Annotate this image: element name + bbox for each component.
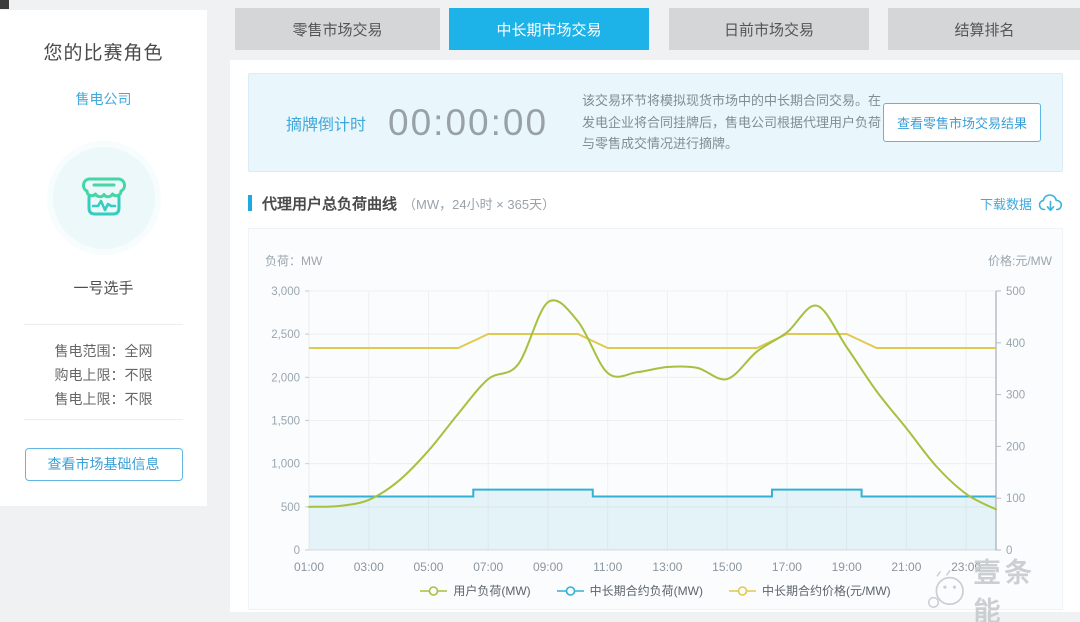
stat-sell-scope: 售电范围：全网 [54, 343, 153, 359]
svg-text:13:00: 13:00 [652, 560, 682, 574]
svg-text:300: 300 [1006, 390, 1025, 402]
countdown-label: 摘牌倒计时 [286, 116, 367, 134]
stat-buy-limit: 购电上限：不限 [54, 367, 153, 383]
section-accent-bar [248, 195, 252, 211]
svg-text:07:00: 07:00 [473, 560, 503, 574]
svg-text:2,000: 2,000 [271, 372, 300, 384]
svg-text:500: 500 [1006, 286, 1025, 298]
load-curve-chart: 0 500 1,000 1,500 2,000 2,500 3,000 0 100 200 300 4… [248, 228, 1063, 622]
stat-sell-limit: 售电上限：不限 [54, 391, 153, 407]
svg-text:03:00: 03:00 [354, 560, 384, 574]
svg-text:100: 100 [1006, 493, 1025, 505]
series-line-contract-load [309, 488, 996, 498]
tab-midlongterm-market[interactable]: 中长期市场交易 [449, 8, 649, 50]
svg-text:1,500: 1,500 [271, 416, 300, 428]
banner-description: 该交易环节将模拟现货市场中的中长期合同交易。在 发电企业将合同挂牌后，售电公司根… [582, 92, 882, 152]
chart-legend: 用户负荷(MW) 中长期合约负荷(MW) 中长期合约价格(元/MW) [249, 582, 1062, 599]
svg-text:负荷：MW: 负荷：MW [265, 254, 323, 268]
svg-text:3,000: 3,000 [271, 286, 300, 298]
chart-plot: 0 500 1,000 1,500 2,000 2,500 3,000 0 100 200 300 4… [265, 253, 1053, 574]
section-subtitle: （MW，24小时 × 365天） [403, 196, 556, 212]
storefront-icon [75, 167, 133, 230]
series-area-contract-load [309, 489, 996, 550]
svg-text:0: 0 [1006, 545, 1012, 557]
svg-text:23:00: 23:00 [951, 560, 981, 574]
divider [24, 324, 183, 325]
svg-text:200: 200 [1006, 441, 1025, 453]
role-name: 售电公司 [75, 91, 132, 107]
market-tabbar: 零售市场交易 中长期市场交易 日前市场交易 结算排名 [235, 8, 1080, 50]
player-name: 一号选手 [73, 280, 134, 297]
svg-text:2,500: 2,500 [271, 329, 300, 341]
cloud-download-icon [1038, 194, 1063, 212]
section-title: 代理用户总负荷曲线 [262, 195, 398, 213]
tab-dayahead-market[interactable]: 日前市场交易 [669, 8, 869, 50]
svg-text:价格:元/MW: 价格:元/MW [988, 253, 1053, 268]
svg-text:09:00: 09:00 [533, 560, 563, 574]
legend-item-user-load[interactable]: 用户负荷(MW) [420, 582, 531, 599]
countdown-timer: 00:00:00 [388, 101, 549, 143]
series-line-user-load [308, 299, 997, 511]
view-market-info-button[interactable]: 查看市场基础信息 [24, 448, 183, 481]
svg-text:15:00: 15:00 [712, 560, 742, 574]
avatar [52, 147, 155, 249]
svg-text:11:00: 11:00 [593, 560, 622, 574]
svg-text:01:00: 01:00 [294, 560, 324, 574]
section-header: 代理用户总负荷曲线 （MW，24小时 × 365天） 下载数据 [248, 192, 1063, 214]
download-data-link[interactable]: 下载数据 [980, 193, 1063, 213]
svg-text:400: 400 [1006, 338, 1025, 350]
svg-text:19:00: 19:00 [832, 560, 862, 574]
countdown-banner: 摘牌倒计时 00:00:00 该交易环节将模拟现货市场中的中长期合同交易。在 发… [248, 73, 1063, 172]
download-label: 下载数据 [979, 196, 1032, 212]
legend-item-contract-load[interactable]: 中长期合约负荷(MW) [556, 582, 703, 599]
tab-settlement-ranking[interactable]: 结算排名 [888, 8, 1080, 50]
svg-text:0: 0 [294, 545, 300, 557]
divider [24, 419, 183, 420]
tab-retail-market[interactable]: 零售市场交易 [235, 8, 440, 50]
sidebar-title: 您的比赛角色 [43, 43, 164, 64]
main-panel: 摘牌倒计时 00:00:00 该交易环节将模拟现货市场中的中长期合同交易。在 发… [230, 60, 1080, 622]
svg-text:05:00: 05:00 [413, 560, 443, 574]
screenshot-corner-artifact [0, 0, 9, 9]
grid [308, 290, 996, 551]
series-line-contract-price [309, 332, 996, 349]
svg-text:21:00: 21:00 [891, 560, 921, 574]
view-retail-results-button[interactable]: 查看零售市场交易结果 [882, 103, 1041, 142]
svg-text:500: 500 [281, 502, 300, 514]
legend-item-contract-price[interactable]: 中长期合约价格(元/MW) [729, 582, 891, 599]
role-sidebar: 您的比赛角色 售电公司 一号选手 售电范围：全网 购电上限：不限 售电上限：不限… [0, 10, 207, 506]
svg-text:1,000: 1,000 [271, 459, 300, 471]
player-stats: 售电范围：全网 购电上限：不限 售电上限：不限 [0, 339, 207, 411]
svg-text:17:00: 17:00 [772, 560, 802, 574]
